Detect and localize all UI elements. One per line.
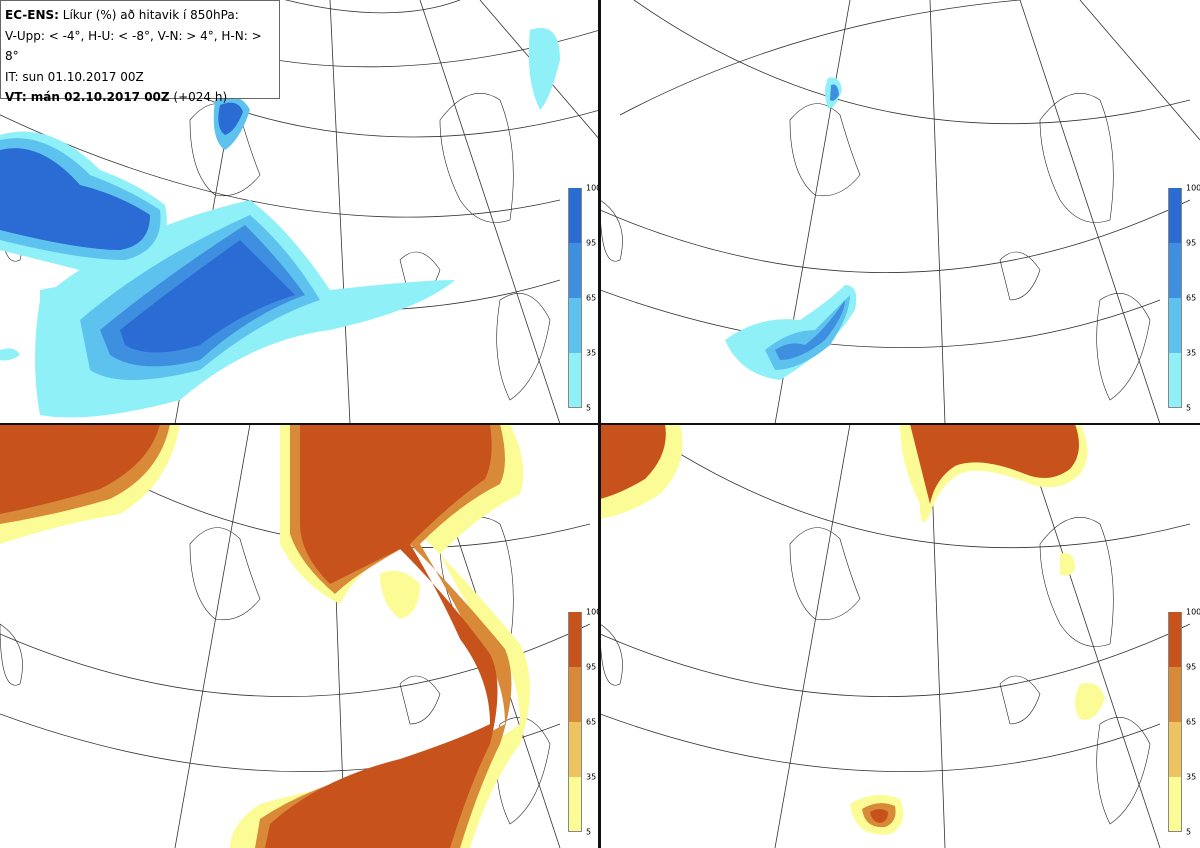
- colorbar-band: [1168, 353, 1182, 408]
- map-panel-top-left: EC-ENS: Líkur (%) að hitavik í 850hPa: V…: [0, 0, 600, 424]
- colorbar-band: [1168, 722, 1182, 777]
- threshold-legend: V-Upp: < -4°, H-U: < -8°, V-N: > 4°, H-N…: [5, 28, 262, 64]
- cold-colorbar-top-right: 100 95 65 35 5: [1168, 184, 1200, 413]
- colorbar-tick: 5: [586, 403, 592, 413]
- map-canvas: [600, 0, 1200, 424]
- colorbar-tick: 35: [1186, 772, 1197, 782]
- colorbar-tick: 65: [586, 717, 597, 727]
- colorbar-tick: 5: [1186, 827, 1192, 837]
- map-panel-bottom-left: [0, 424, 600, 848]
- colorbar-tick: 95: [1186, 238, 1197, 248]
- warm-colorbar-bottom-right: 100 95 65 35 5: [1168, 608, 1200, 837]
- colorbar-band: [568, 353, 582, 408]
- colorbar-band: [1168, 243, 1182, 298]
- colorbar-band: [1168, 188, 1182, 243]
- map-panel-bottom-right: [600, 424, 1200, 848]
- lead-time: (+024 h): [169, 90, 228, 104]
- colorbar-band: [1168, 777, 1182, 832]
- colorbar-tick: 35: [1186, 348, 1197, 358]
- colorbar-tick: 35: [586, 348, 597, 358]
- product-description: Líkur (%) að hitavik í 850hPa:: [58, 8, 239, 22]
- map-panel-top-right: [600, 0, 1200, 424]
- map-canvas: [0, 424, 591, 848]
- colorbar-tick: 100: [586, 607, 602, 617]
- colorbar-tick: 100: [1186, 183, 1200, 193]
- colorbar-band: [568, 667, 582, 722]
- forecast-info-box: EC-ENS: Líkur (%) að hitavik í 850hPa: V…: [0, 0, 280, 104]
- colorbar-tick: 65: [1186, 717, 1197, 727]
- colorbar-tick: 95: [1186, 662, 1197, 672]
- colorbar-tick: 5: [1186, 403, 1192, 413]
- warm-colorbar-bottom-left: 100 95 65 35 5: [568, 608, 601, 837]
- cold-colorbar-top-left: 100 95 65 35 5: [568, 184, 601, 413]
- valid-time: VT: mán 02.10.2017 00Z: [5, 90, 170, 104]
- colorbar-band: [568, 722, 582, 777]
- colorbar-tick: 100: [1186, 607, 1200, 617]
- colorbar-band: [568, 188, 582, 243]
- colorbar-tick: 35: [586, 772, 597, 782]
- colorbar-tick: 95: [586, 662, 597, 672]
- colorbar-band: [1168, 298, 1182, 353]
- colorbar-tick: 95: [586, 238, 597, 248]
- map-canvas: [0, 0, 600, 424]
- panel-divider-horizontal: [0, 423, 1200, 425]
- colorbar-band: [568, 612, 582, 667]
- colorbar-tick: 65: [1186, 293, 1197, 303]
- colorbar-band: [568, 777, 582, 832]
- colorbar-band: [1168, 667, 1182, 722]
- colorbar-tick: 65: [586, 293, 597, 303]
- map-canvas: [600, 424, 1191, 848]
- colorbar-tick: 5: [586, 827, 592, 837]
- model-name: EC-ENS:: [5, 8, 59, 22]
- colorbar-band: [1168, 612, 1182, 667]
- initial-time: IT: sun 01.10.2017 00Z: [5, 69, 144, 84]
- colorbar-tick: 100: [586, 183, 602, 193]
- colorbar-band: [568, 243, 582, 298]
- colorbar-band: [568, 298, 582, 353]
